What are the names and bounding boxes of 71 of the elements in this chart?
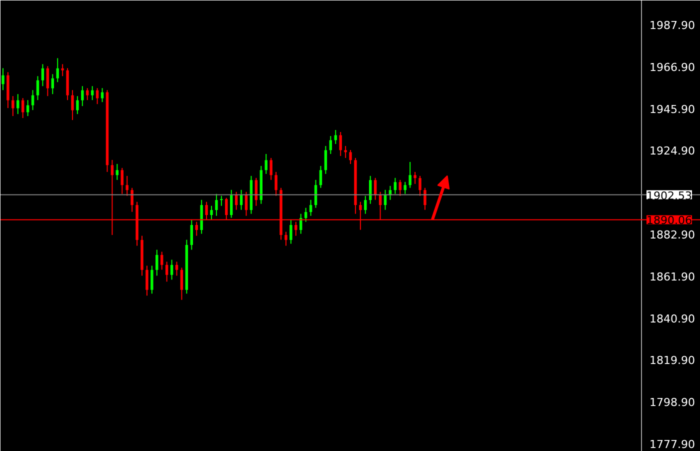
y-tick-label: 1798.90 xyxy=(650,396,695,410)
candlestick xyxy=(284,231,288,246)
ref-line-label: 1902.53 xyxy=(646,189,692,202)
candlestick xyxy=(294,221,298,236)
candlestick xyxy=(398,179,402,196)
candlestick xyxy=(309,199,312,216)
candlestick xyxy=(96,88,99,105)
candlestick xyxy=(220,195,223,206)
y-tick-label: 1966.90 xyxy=(650,60,695,74)
candlestick xyxy=(100,88,104,103)
candlestick xyxy=(404,181,406,194)
candlestick xyxy=(324,145,328,174)
candlestick xyxy=(31,90,34,111)
candlestick xyxy=(36,76,40,101)
candlestick xyxy=(180,267,184,300)
candlestick xyxy=(51,74,54,95)
candlestick xyxy=(408,161,412,188)
y-tick-label: 1819.90 xyxy=(650,354,695,368)
candlestick xyxy=(41,64,44,87)
candlestick xyxy=(349,149,352,164)
candlestick xyxy=(61,64,64,77)
candlestick xyxy=(16,94,20,115)
y-tick-label: 1882.90 xyxy=(650,228,695,242)
y-tick-label: 1987.90 xyxy=(650,18,695,32)
candlestick xyxy=(156,249,158,276)
candlestick xyxy=(46,66,50,97)
candlestick xyxy=(270,157,272,180)
candlestick xyxy=(418,175,422,196)
candlestick xyxy=(56,58,59,83)
candlestick xyxy=(274,171,278,196)
ref-line-label: 1890.06 xyxy=(646,214,692,228)
candlestick xyxy=(319,165,322,188)
y-tick-label: 1840.90 xyxy=(650,312,695,326)
candlestick xyxy=(150,265,154,294)
candlestick xyxy=(339,132,342,156)
candlestick xyxy=(190,219,193,250)
candlestick xyxy=(344,145,347,158)
candlestick xyxy=(364,195,367,214)
candlestick xyxy=(130,187,134,212)
candlestick xyxy=(26,100,30,117)
candlestick xyxy=(120,167,124,194)
candlestick xyxy=(215,193,218,216)
candlestick xyxy=(165,261,168,282)
y-tick-label: 1861.90 xyxy=(650,270,695,284)
candlestick xyxy=(146,265,148,296)
candlestick xyxy=(170,259,174,280)
candlestick xyxy=(210,205,213,220)
candlestick xyxy=(76,96,79,115)
candlestick xyxy=(2,68,4,91)
candlestick xyxy=(414,171,416,184)
candlestick xyxy=(71,90,74,121)
candlestick xyxy=(116,163,119,180)
candlestick xyxy=(81,86,84,107)
candlestick xyxy=(394,177,397,194)
candlestick xyxy=(175,261,178,276)
candlestick xyxy=(86,88,89,101)
y-tick-label: 1777.90 xyxy=(650,438,695,451)
candlestick xyxy=(126,175,128,196)
y-tick-label: 1924.90 xyxy=(650,144,695,158)
candlestick xyxy=(90,86,94,101)
candlestick xyxy=(304,207,308,222)
candlestick xyxy=(21,98,24,119)
candlestick xyxy=(329,136,332,154)
candlestick xyxy=(334,130,337,144)
candlestick xyxy=(290,219,292,244)
candlestick xyxy=(160,251,164,270)
candlestick xyxy=(264,153,268,174)
candlestick xyxy=(195,221,198,236)
y-tick-label: 1945.90 xyxy=(650,102,695,116)
candlestick xyxy=(12,96,14,117)
candlestick xyxy=(424,187,426,210)
